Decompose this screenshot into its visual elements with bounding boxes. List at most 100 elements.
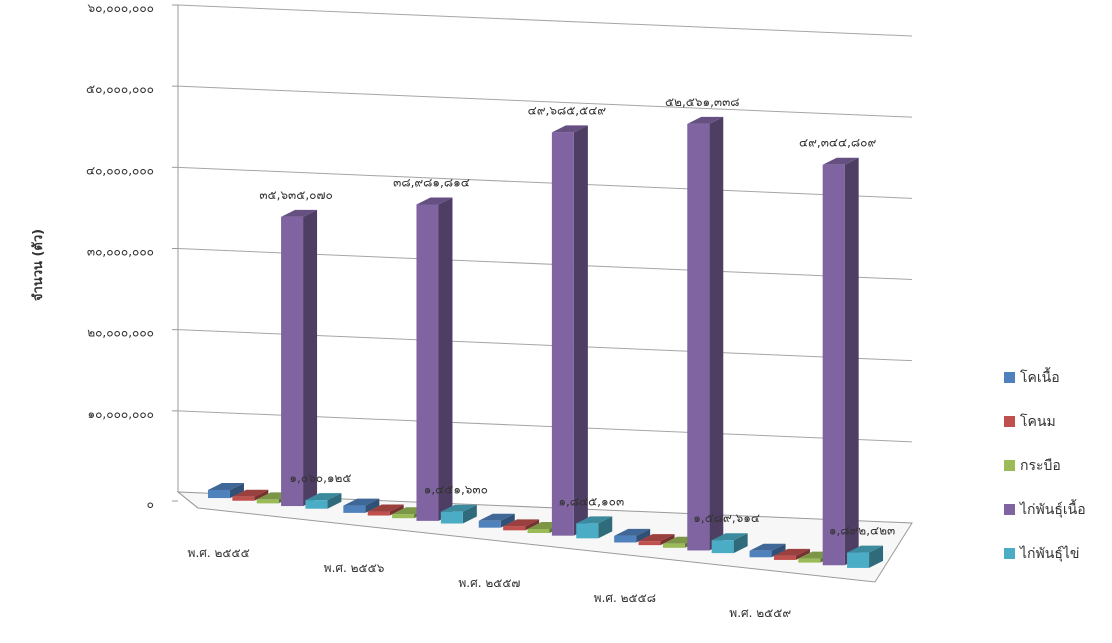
legend-label: ไก่พันธุ์เนื้อ xyxy=(1019,499,1086,518)
bar-โคนม-พ.ศ. ๒๕๕๕ xyxy=(232,489,269,501)
bar-side xyxy=(771,543,786,558)
bar-front xyxy=(416,204,439,521)
gridline xyxy=(177,166,913,199)
legend-swatch xyxy=(1004,372,1015,383)
y-tick-label: ๑๐,๐๐๐,๐๐๐ xyxy=(87,407,154,421)
gridline xyxy=(177,85,913,118)
category-label: พ.ศ. ๒๕๕๕ xyxy=(188,546,250,560)
bar-side xyxy=(573,125,588,536)
bars xyxy=(207,116,884,568)
bar-front xyxy=(305,500,328,509)
legend-swatch xyxy=(1004,416,1015,427)
bar-front xyxy=(343,505,366,513)
gridlines xyxy=(177,4,913,443)
data-label: ๑,๘๔๕,๑๐๓ xyxy=(558,494,624,508)
legend: โคเนื้อโคนมกระบือไก่พันธุ์เนื้อไก่พันธุ์… xyxy=(1004,367,1086,562)
y-axis-ticks: ๐ ๑๐,๐๐๐,๐๐๐ ๒๐,๐๐๐,๐๐๐ ๓๐,๐๐๐,๐๐๐ ๔๐,๐๐๐,๐๐… xyxy=(86,1,178,511)
bar-top xyxy=(551,125,588,133)
legend-swatch xyxy=(1004,460,1015,471)
bar-side xyxy=(254,489,269,501)
bar-side xyxy=(438,197,453,521)
bar-front xyxy=(503,526,526,531)
data-label: ๔๙,๖๘๕,๕๔๙ xyxy=(528,103,607,117)
bar-ไก่พันธุ์ไข่-พ.ศ. ๒๕๕๕ xyxy=(305,493,342,509)
category-label: พ.ศ. ๒๕๕๘ xyxy=(594,591,656,605)
bar-โคเนื้อ-พ.ศ. ๒๕๕๕ xyxy=(207,482,244,499)
bar-top xyxy=(687,116,724,124)
bar-front xyxy=(478,520,501,528)
bar-top xyxy=(773,548,810,556)
bar-top xyxy=(847,545,884,553)
bar-side xyxy=(598,516,613,539)
y-tick-label: ๔๐,๐๐๐,๐๐๐ xyxy=(86,163,154,177)
bar-front xyxy=(551,132,574,536)
bar-top xyxy=(232,489,269,497)
bar-front xyxy=(638,541,661,546)
bar-side xyxy=(229,482,244,499)
bar-top xyxy=(638,534,675,542)
bar-โคเนื้อ-พ.ศ. ๒๕๕๘ xyxy=(614,528,651,543)
bar-top xyxy=(711,533,748,541)
category-label: พ.ศ. ๒๕๕๙ xyxy=(729,606,791,620)
bar-ไก่พันธุ์ไข่-พ.ศ. ๒๕๕๘ xyxy=(711,533,748,554)
bar-โคนม-พ.ศ. ๒๕๕๘ xyxy=(638,534,675,546)
bar-side xyxy=(462,504,477,524)
bar-โคนม-พ.ศ. ๒๕๕๗ xyxy=(503,519,540,531)
bar-ไก่พันธุ์เนื้อ-พ.ศ. ๒๕๕๘ xyxy=(687,116,724,551)
bar-front xyxy=(576,523,599,539)
bar-side xyxy=(733,533,748,554)
bar-top xyxy=(478,513,515,521)
bar-side xyxy=(500,513,515,528)
bar-side xyxy=(525,519,540,531)
data-label: ๑,๔๕๑,๖๓๐ xyxy=(424,483,488,497)
data-label: ๓๕,๖๓๕,๐๗๐ xyxy=(259,188,333,202)
bar-side xyxy=(795,548,810,560)
y-tick-label: ๖๐,๐๐๐,๐๐๐ xyxy=(87,1,154,15)
y-axis-title: จำนวน (ตัว) xyxy=(30,229,46,301)
legend-label: โคเนื้อ xyxy=(1020,367,1060,386)
bar-top xyxy=(822,157,859,165)
bar-side xyxy=(327,493,342,509)
y-tick-label: ๐ xyxy=(147,497,154,511)
bar-top xyxy=(614,528,651,536)
bar-ไก่พันธุ์ไข่-พ.ศ. ๒๕๕๖ xyxy=(440,504,477,524)
bar-ไก่พันธุ์ไข่-พ.ศ. ๒๕๕๙ xyxy=(847,545,884,568)
data-label: ๕๒,๕๖๑,๓๓๘ xyxy=(665,95,740,109)
bar-front xyxy=(232,496,255,501)
bar-front xyxy=(367,511,390,516)
bar-โคนม-พ.ศ. ๒๕๕๖ xyxy=(367,504,404,516)
data-label: ๑,๐๖๐,๑๒๕ xyxy=(289,471,351,485)
y-tick-label: ๕๐,๐๐๐,๐๐๐ xyxy=(86,82,154,96)
bar-side xyxy=(389,504,404,516)
data-label: ๔๙,๓๔๔,๘๐๙ xyxy=(799,136,876,150)
bar-ไก่พันธุ์เนื้อ-พ.ศ. ๒๕๕๕ xyxy=(281,209,318,507)
legend-swatch xyxy=(1004,504,1015,515)
bar-ไก่พันธุ์ไข่-พ.ศ. ๒๕๕๗ xyxy=(576,516,613,539)
floor-left-edge xyxy=(177,491,199,509)
data-label: ๑,๘๙๒,๔๒๓ xyxy=(829,524,895,538)
bar-front xyxy=(207,489,230,499)
bar-side xyxy=(303,209,318,507)
bar-top xyxy=(503,519,540,527)
bar-top xyxy=(416,197,453,205)
bar-โคเนื้อ-พ.ศ. ๒๕๕๖ xyxy=(343,498,380,513)
y-tick-label: ๒๐,๐๐๐,๐๐๐ xyxy=(87,326,154,340)
bar-front xyxy=(440,511,463,524)
bar-side xyxy=(636,528,651,543)
bar-top xyxy=(343,498,380,506)
bar-front xyxy=(614,535,637,543)
bar-side xyxy=(709,116,724,551)
bar-ไก่พันธุ์เนื้อ-พ.ศ. ๒๕๕๗ xyxy=(551,125,588,536)
bar-front xyxy=(256,499,279,504)
bar-front xyxy=(662,543,685,548)
bar-front xyxy=(847,552,870,568)
legend-label: ไก่พันธุ์ไข่ xyxy=(1019,545,1079,562)
bar-โคเนื้อ-พ.ศ. ๒๕๕๙ xyxy=(749,543,786,558)
bar-top xyxy=(367,504,404,512)
bar-front xyxy=(687,123,710,551)
bar-front xyxy=(527,529,550,533)
data-label: ๓๘,๙๘๑,๘๑๔ xyxy=(393,175,470,189)
